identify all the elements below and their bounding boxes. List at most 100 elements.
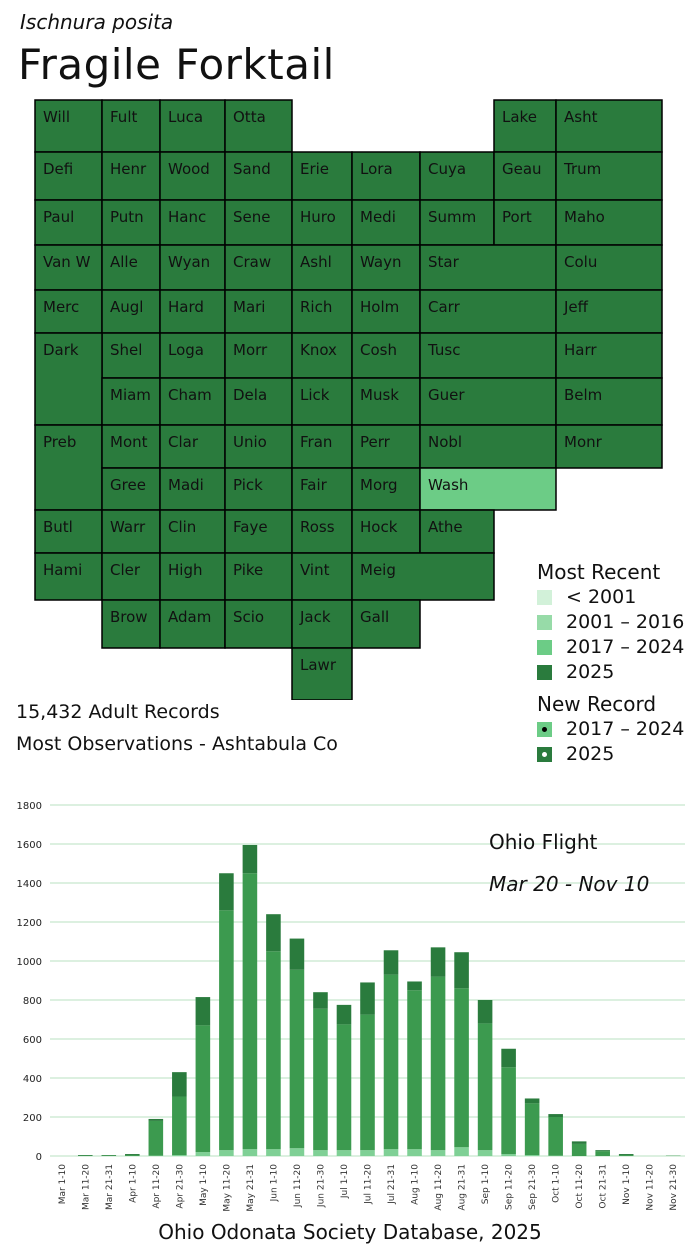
county-brow — [101, 599, 161, 649]
legend-swatch — [537, 664, 552, 680]
legend-swatch — [537, 746, 552, 762]
county-label: Craw — [233, 253, 271, 271]
county-label: Cham — [168, 386, 212, 404]
x-tick-label: Oct 11-20 — [575, 1164, 585, 1209]
legend-label: 2025 — [566, 743, 615, 765]
x-tick-label: Oct 1-10 — [552, 1164, 562, 1203]
county-label: Cosh — [360, 341, 397, 359]
county-label: Faye — [233, 518, 268, 536]
legend-label: 2017 – 2024 — [566, 718, 685, 740]
x-tick-label: Apr 1-10 — [128, 1164, 138, 1203]
county-label: Erie — [300, 160, 329, 178]
x-tick-label: Sep 21-30 — [528, 1164, 538, 1210]
county-label: Meig — [360, 561, 396, 579]
county-label: Port — [502, 208, 532, 226]
county-meig — [351, 552, 495, 601]
county-label: Perr — [360, 433, 391, 451]
bar-segment — [266, 1149, 281, 1156]
county-label: Lake — [502, 108, 537, 126]
legend-swatch — [537, 589, 552, 605]
county-label: Monr — [564, 433, 603, 451]
county-label: Lora — [360, 160, 393, 178]
bar-segment — [172, 1072, 187, 1097]
county-tusc — [419, 332, 557, 379]
y-tick-label: 0 — [36, 1152, 42, 1163]
ohio-county-map: Will Fult Luca Otta Lake Asht Defi Henr Wood Sand… — [34, 99, 663, 700]
county-label: Wash — [428, 476, 468, 494]
county-label: Pike — [233, 561, 263, 579]
county-putn — [101, 199, 161, 246]
x-tick-label: Jul 1-10 — [340, 1164, 350, 1199]
bar-segment — [336, 1004, 352, 1025]
x-tick-label: Nov 1-10 — [622, 1164, 632, 1205]
x-tick-label: Nov 11-20 — [646, 1164, 656, 1211]
county-label: Hami — [43, 561, 82, 579]
county-craw — [224, 244, 293, 291]
county-label: Medi — [360, 208, 396, 226]
county-jeff — [555, 289, 663, 334]
bar-segment — [148, 1120, 164, 1156]
bar-segment — [172, 1096, 187, 1156]
county-label: Musk — [360, 386, 399, 404]
county-label: Warr — [110, 518, 146, 536]
bar-segment — [407, 990, 422, 1150]
page-title: Fragile Forktail — [18, 40, 335, 89]
county-knox — [291, 332, 353, 379]
county-rich — [291, 289, 353, 334]
source-footer: Ohio Odonata Society Database, 2025 — [158, 1220, 542, 1244]
county-label: Mont — [110, 433, 148, 451]
county-label: Hock — [360, 518, 398, 536]
county-label: Preb — [43, 433, 76, 451]
county-paul — [34, 199, 103, 246]
bar-segment — [383, 974, 399, 1150]
county-fult — [101, 99, 161, 153]
bar-segment — [501, 1048, 516, 1068]
legend-new-record-2017-2024: 2017 – 2024 — [537, 718, 684, 740]
county-label: Luca — [168, 108, 203, 126]
county-label: Tusc — [427, 341, 460, 359]
bar-segment — [195, 1025, 211, 1153]
y-tick-label: 1000 — [17, 957, 42, 968]
y-tick-label: 800 — [23, 996, 42, 1007]
county-lawr — [291, 647, 353, 700]
bar-segment — [313, 992, 328, 1009]
county-label: Colu — [564, 253, 597, 271]
county-label: Fult — [110, 108, 137, 126]
county-trum — [555, 151, 663, 201]
legend-label: < 2001 — [566, 586, 637, 608]
county-label: Jeff — [563, 298, 589, 316]
county-label: Miam — [110, 386, 151, 404]
county-lick — [291, 377, 353, 426]
bar-segment — [477, 1000, 493, 1024]
county-label: Will — [43, 108, 70, 126]
county-label: Wood — [168, 160, 210, 178]
bar-segment — [266, 951, 281, 1150]
records-count: 15,432 Adult Records — [16, 701, 220, 723]
county-nobl — [419, 424, 557, 469]
y-tick-label: 1600 — [17, 840, 42, 851]
bar-segment — [336, 1150, 352, 1156]
legend-item-2017-2024: 2017 – 2024 — [537, 636, 684, 658]
county-label: Cuya — [428, 160, 466, 178]
county-label: Cler — [110, 561, 141, 579]
bar-segment — [618, 1154, 634, 1156]
legend-new-record-title: New Record — [537, 692, 657, 716]
x-tick-label: Jun 11-20 — [293, 1164, 303, 1208]
x-tick-label: Jul 21-31 — [387, 1164, 397, 1205]
x-tick-label: Mar 21-31 — [105, 1164, 115, 1210]
bar-segment — [219, 910, 234, 1151]
county-label: Paul — [43, 208, 74, 226]
county-label: Ashl — [300, 253, 332, 271]
county-augl — [101, 289, 161, 334]
bar-segment — [454, 988, 469, 1148]
county-wash — [419, 467, 557, 511]
bar-segment — [242, 844, 258, 874]
county-label: Gall — [360, 608, 389, 626]
chart-annotation-range: Mar 20 - Nov 10 — [489, 872, 650, 896]
county-label: Alle — [110, 253, 138, 271]
county-madi — [159, 467, 226, 511]
county-label: Madi — [168, 476, 204, 494]
bar-segment — [595, 1151, 610, 1156]
county-label: Gree — [110, 476, 146, 494]
bar-segment — [430, 947, 446, 977]
